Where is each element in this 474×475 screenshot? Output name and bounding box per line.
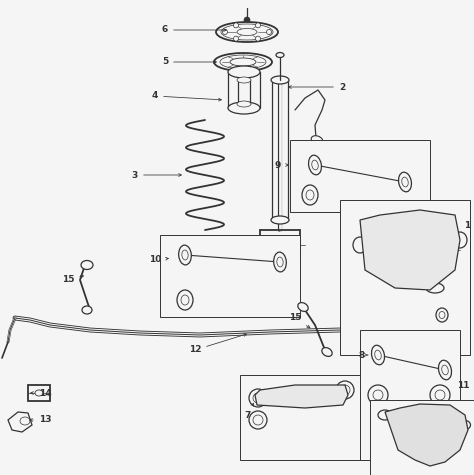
Bar [360, 330, 460, 460]
Ellipse shape [368, 385, 388, 405]
Ellipse shape [302, 185, 318, 205]
Ellipse shape [340, 385, 350, 395]
Circle shape [266, 29, 272, 35]
Bar [240, 375, 370, 460]
Ellipse shape [453, 232, 467, 248]
Ellipse shape [20, 417, 30, 425]
Text: 1: 1 [464, 220, 470, 229]
Text: 15: 15 [62, 276, 83, 285]
Ellipse shape [273, 252, 286, 272]
Ellipse shape [179, 245, 191, 265]
Ellipse shape [182, 250, 188, 260]
Text: 13: 13 [30, 416, 51, 425]
Ellipse shape [272, 247, 288, 263]
Polygon shape [360, 210, 460, 290]
Ellipse shape [442, 365, 448, 375]
Ellipse shape [439, 312, 445, 319]
Circle shape [234, 36, 238, 41]
Text: 8: 8 [359, 351, 368, 360]
Ellipse shape [435, 390, 445, 400]
Ellipse shape [35, 390, 43, 396]
Ellipse shape [353, 237, 367, 253]
Ellipse shape [253, 393, 263, 403]
Ellipse shape [311, 136, 323, 144]
Circle shape [244, 17, 250, 23]
Text: 6: 6 [162, 26, 227, 35]
Ellipse shape [306, 190, 314, 200]
Bar [160, 235, 300, 317]
Ellipse shape [459, 420, 471, 429]
Ellipse shape [309, 155, 321, 175]
Ellipse shape [82, 306, 92, 314]
Circle shape [234, 23, 238, 28]
Circle shape [410, 440, 417, 446]
Ellipse shape [237, 77, 251, 83]
Ellipse shape [312, 160, 318, 170]
Text: 12: 12 [189, 333, 246, 354]
Circle shape [255, 23, 261, 28]
Text: 11: 11 [457, 380, 470, 390]
Ellipse shape [181, 295, 189, 305]
Circle shape [255, 36, 261, 41]
Ellipse shape [430, 385, 450, 405]
Text: 15: 15 [289, 314, 310, 328]
Text: 3: 3 [132, 171, 182, 180]
Ellipse shape [276, 53, 284, 57]
Bar [340, 200, 470, 355]
Ellipse shape [237, 101, 251, 107]
Ellipse shape [336, 381, 354, 399]
Circle shape [426, 418, 432, 425]
Ellipse shape [216, 22, 278, 42]
Ellipse shape [249, 389, 267, 407]
Ellipse shape [418, 428, 432, 442]
Circle shape [426, 446, 432, 451]
Polygon shape [255, 385, 348, 408]
Ellipse shape [399, 172, 411, 192]
Text: 5: 5 [162, 57, 216, 67]
Ellipse shape [228, 102, 260, 114]
Ellipse shape [214, 53, 272, 71]
Ellipse shape [249, 411, 267, 429]
Polygon shape [8, 412, 32, 432]
Ellipse shape [378, 410, 392, 420]
Ellipse shape [253, 415, 263, 425]
Ellipse shape [271, 216, 289, 224]
Polygon shape [385, 404, 468, 466]
Text: 14: 14 [31, 389, 51, 398]
Ellipse shape [373, 390, 383, 400]
Circle shape [222, 29, 228, 35]
Ellipse shape [322, 348, 332, 356]
Circle shape [436, 432, 442, 438]
Bar [370, 400, 474, 475]
Ellipse shape [177, 290, 193, 310]
Ellipse shape [372, 345, 384, 365]
Ellipse shape [422, 432, 428, 438]
Ellipse shape [228, 66, 260, 78]
Ellipse shape [81, 260, 93, 269]
Text: 2: 2 [289, 83, 345, 92]
Ellipse shape [267, 242, 293, 268]
Ellipse shape [375, 350, 381, 360]
Ellipse shape [277, 257, 283, 267]
Text: 10: 10 [149, 256, 168, 265]
Ellipse shape [436, 308, 448, 322]
Ellipse shape [298, 303, 308, 312]
Text: 9: 9 [275, 161, 288, 170]
Circle shape [410, 424, 417, 430]
Ellipse shape [426, 283, 444, 293]
Text: 4: 4 [152, 92, 221, 101]
Bar [28, 385, 50, 401]
Bar [290, 140, 430, 212]
Ellipse shape [271, 76, 289, 84]
Text: 7: 7 [245, 403, 254, 419]
Ellipse shape [438, 360, 452, 380]
Ellipse shape [402, 177, 408, 187]
